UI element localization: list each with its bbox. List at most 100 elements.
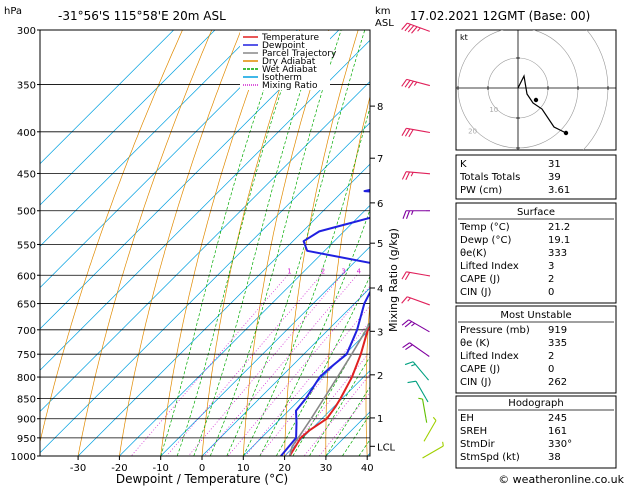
most-unstable-row-value: 919 — [548, 325, 567, 336]
pressure-tick-label: 800 — [17, 373, 36, 384]
mixing-ratio-line — [188, 275, 341, 456]
hodograph-ring-label: 30 — [447, 149, 456, 157]
hodograph-row-label: StmSpd (kt) — [460, 452, 520, 463]
height-tick-label: 3 — [377, 327, 383, 338]
pressure-tick-label: 400 — [17, 128, 36, 139]
hodograph-ring-label: 10 — [489, 106, 498, 114]
wet-adiabat-line — [210, 30, 341, 456]
pressure-tick-label: 750 — [17, 350, 36, 361]
wind-barb-half — [412, 211, 414, 215]
most-unstable-row-label: CIN (J) — [460, 377, 491, 388]
pressure-tick-label: 450 — [17, 169, 36, 180]
wind-barb-stub — [426, 419, 427, 423]
pressure-tick-label: 300 — [17, 26, 36, 37]
wind-barbs — [402, 22, 445, 458]
mixing-ratio-label: 6 — [379, 267, 384, 275]
wind-barb-staff — [416, 381, 426, 398]
pressure-tick-label: 850 — [17, 394, 36, 405]
height-unit-asl-label: ASL — [375, 18, 394, 29]
wind-barb-half — [411, 172, 413, 176]
wind-barb-stub — [426, 398, 428, 401]
wind-barb-full — [402, 296, 408, 305]
height-tick-label: 8 — [377, 102, 383, 113]
surface-row-value: 3 — [548, 261, 554, 272]
hodograph-row-label: EH — [460, 413, 474, 424]
wind-barb — [403, 341, 430, 363]
wind-barb — [418, 398, 426, 424]
footer-credit: © weatheronline.co.uk — [498, 473, 624, 486]
wind-barb-half — [414, 82, 416, 86]
legend-label: Mixing Ratio — [262, 81, 318, 91]
wind-barb — [421, 417, 437, 441]
hodograph-row-value: 161 — [548, 426, 567, 437]
pressure-unit-label: hPa — [4, 6, 22, 17]
surface-row-value: 333 — [548, 248, 567, 259]
hodograph-table-title: Hodograph — [508, 398, 563, 409]
index-row-value: 39 — [548, 172, 561, 183]
wet-adiabat-line — [194, 30, 321, 456]
height-unit-label: km — [375, 6, 391, 17]
plot-frame — [40, 30, 370, 456]
surface-row-value: 2 — [548, 274, 554, 285]
wind-barb-half — [408, 297, 411, 301]
wind-barb-staff — [423, 399, 426, 419]
pressure-tick-label: 500 — [17, 207, 36, 218]
hodograph-end-point — [564, 131, 568, 135]
height-tick-label: 5 — [377, 239, 383, 250]
hodograph-row-value: 245 — [548, 413, 567, 424]
surface-row-label: θe(K) — [460, 248, 487, 259]
index-row-label: K — [460, 159, 467, 170]
wind-barb — [402, 318, 429, 338]
wind-barb — [402, 271, 430, 284]
mixing-ratio-label: 4 — [357, 267, 362, 275]
wind-barb — [408, 379, 428, 406]
wind-barb-full — [402, 171, 406, 179]
hodograph-row-label: StmDir — [460, 439, 495, 450]
wind-barb-full — [407, 211, 410, 219]
dry-adiabat-line — [78, 30, 212, 456]
surface-row-label: Temp (°C) — [459, 222, 510, 233]
temperature-tick-label: -30 — [70, 463, 86, 474]
most-unstable-row-label: CAPE (J) — [460, 364, 500, 375]
hodograph-unit-label: kt — [460, 33, 468, 42]
index-row-label: PW (cm) — [460, 185, 502, 196]
surface-row-label: CIN (J) — [460, 287, 491, 298]
height-tick-label: 1 — [377, 414, 383, 425]
mixing-ratio-label: 2 — [321, 267, 325, 275]
dry-adiabat-line — [405, 30, 446, 456]
pressure-tick-label: 550 — [17, 240, 36, 251]
wind-barb — [403, 211, 430, 219]
pressure-tick-label: 650 — [17, 300, 36, 311]
wind-barb-stub — [426, 85, 430, 86]
dry-adiabat-line — [616, 30, 629, 456]
wind-barb-staff — [426, 421, 436, 438]
most-unstable-row-value: 2 — [548, 351, 554, 362]
mixing-ratio-label: 10 — [406, 267, 415, 275]
isotherm-line — [0, 30, 380, 456]
most-unstable-row-value: 262 — [548, 377, 567, 388]
wind-barb-stub — [426, 377, 429, 380]
most-unstable-row-label: θe (K) — [460, 338, 490, 349]
wind-barb — [402, 296, 430, 313]
wind-barb — [402, 79, 430, 94]
height-tick-label: 7 — [377, 154, 383, 165]
isotherm-line — [0, 30, 298, 456]
pressure-tick-label: 950 — [17, 434, 36, 445]
pressure-tick-label: 350 — [17, 81, 36, 92]
surface-title: Surface — [517, 207, 555, 218]
index-row-value: 31 — [548, 159, 561, 170]
wind-barb-full — [406, 172, 410, 180]
wind-barb-staff — [426, 446, 443, 456]
surface-row-value: 0 — [548, 287, 554, 298]
height-tick-label: 4 — [377, 284, 383, 295]
isotherm-line — [0, 30, 422, 456]
surface-row-value: 19.1 — [548, 235, 570, 246]
dry-adiabat-line — [161, 30, 271, 456]
hodograph-storm-motion — [534, 98, 538, 102]
wind-barb-full — [403, 211, 406, 219]
datetime-title: 17.02.2021 12GMT (Base: 00) — [410, 9, 590, 23]
pressure-tick-label: 1000 — [11, 452, 36, 463]
most-unstable-title: Most Unstable — [500, 310, 571, 321]
hodograph-frame — [456, 30, 616, 150]
